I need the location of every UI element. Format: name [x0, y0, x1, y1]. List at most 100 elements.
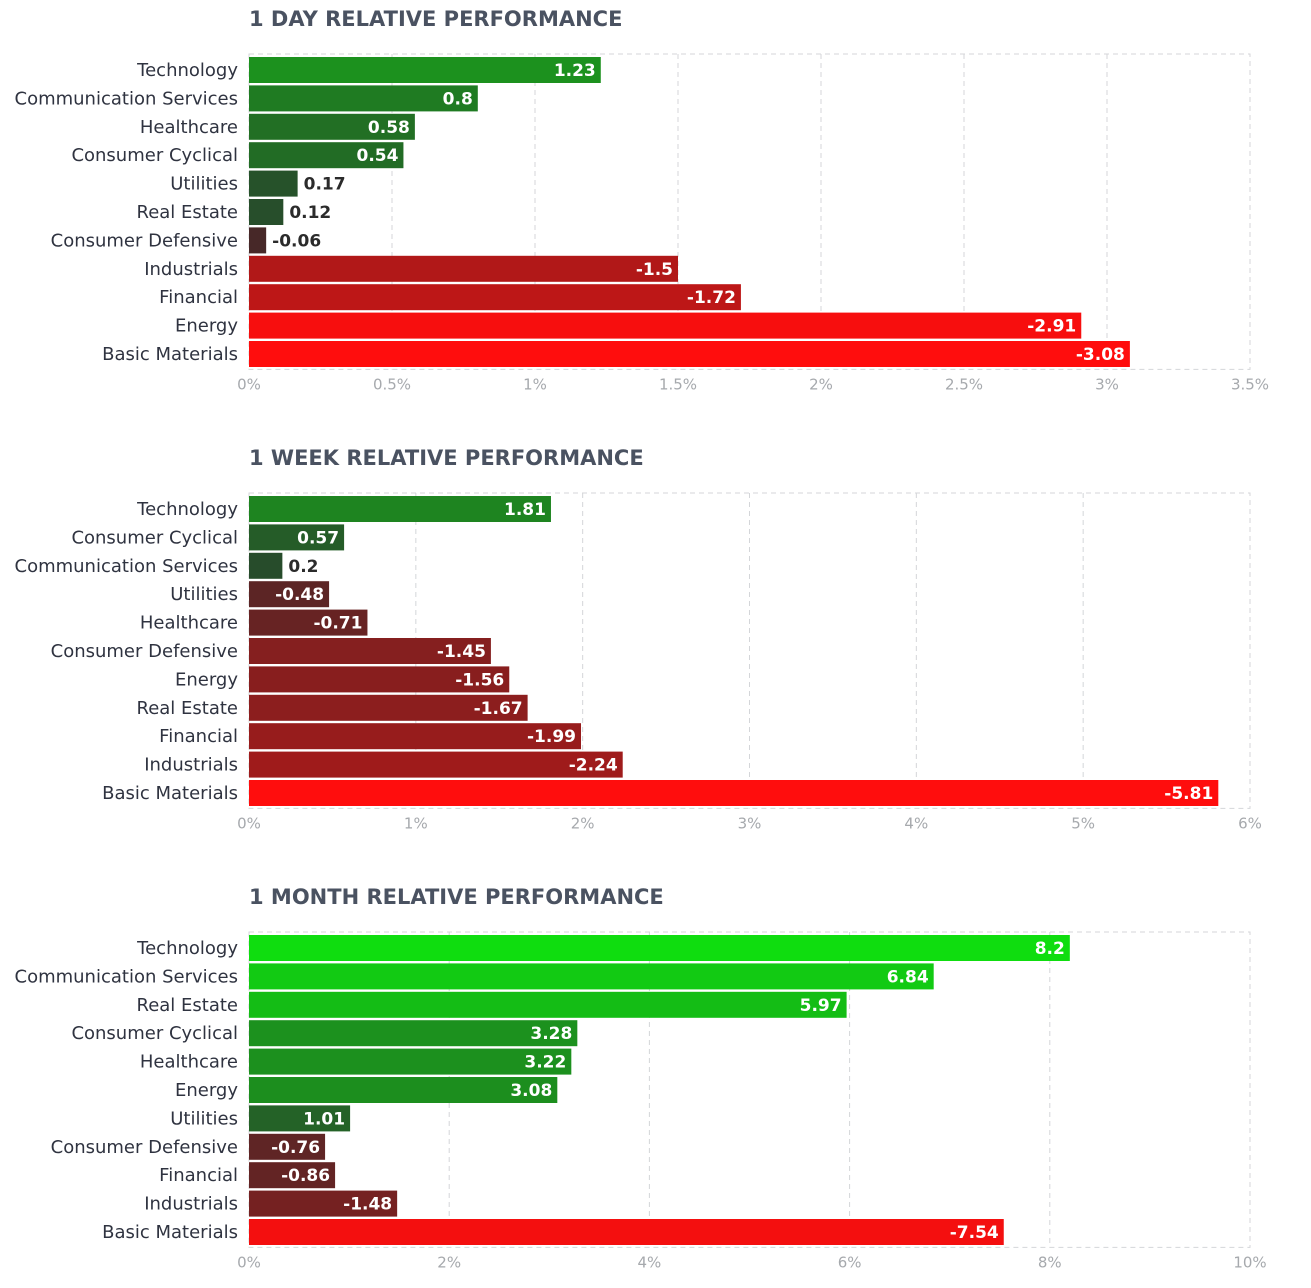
- value-label-industrials: -1.48: [343, 1195, 392, 1215]
- tick-label: 1.5%: [659, 375, 697, 393]
- tick-label: 4%: [904, 814, 928, 832]
- tick-label: 3%: [1095, 375, 1119, 393]
- tick-label: 5%: [1071, 814, 1095, 832]
- bar-industrials: [249, 751, 623, 778]
- tick-label: 0%: [237, 814, 261, 832]
- bar-utilities: [249, 1105, 351, 1132]
- value-label-consumer-defensive: -1.45: [437, 642, 486, 662]
- tick-label: 2%: [809, 375, 833, 393]
- chart-title: 1 MONTH RELATIVE PERFORMANCE: [249, 885, 664, 909]
- bar-basic-materials: [249, 1219, 1004, 1245]
- value-label-energy: -1.56: [455, 670, 504, 690]
- category-label-basic-materials: Basic Materials: [102, 783, 238, 804]
- value-label-real-estate: -1.67: [474, 699, 523, 719]
- bar-communication-services: [249, 552, 283, 579]
- bar-energy: [249, 1077, 558, 1103]
- category-label-basic-materials: Basic Materials: [102, 344, 238, 365]
- value-label-consumer-cyclical: 0.54: [356, 146, 398, 166]
- category-label-utilities: Utilities: [170, 174, 238, 195]
- value-label-basic-materials: -3.08: [1076, 345, 1125, 365]
- bar-communication-services: [249, 963, 934, 990]
- tick-label: 0%: [237, 375, 261, 393]
- tick-label: 2.5%: [945, 375, 983, 393]
- category-label-technology: Technology: [136, 938, 238, 959]
- category-label-communication-services: Communication Services: [15, 88, 239, 109]
- tick-label: 6%: [838, 1253, 862, 1271]
- tick-label: 2%: [437, 1253, 461, 1271]
- bar-consumer-cyclical: [249, 142, 404, 169]
- category-label-consumer-cyclical: Consumer Cyclical: [71, 527, 238, 548]
- value-label-basic-materials: -5.81: [1164, 784, 1213, 804]
- bar-consumer-defensive: [249, 1133, 326, 1160]
- bar-basic-materials: [249, 780, 1219, 806]
- chart-title: 1 WEEK RELATIVE PERFORMANCE: [249, 446, 644, 470]
- bar-industrials: [249, 1190, 398, 1217]
- value-label-healthcare: 3.22: [524, 1053, 566, 1073]
- category-label-technology: Technology: [136, 499, 238, 520]
- category-label-energy: Energy: [175, 1080, 238, 1101]
- tick-label: 3.5%: [1231, 375, 1269, 393]
- value-label-consumer-cyclical: 0.57: [297, 528, 339, 548]
- category-label-real-estate: Real Estate: [137, 698, 239, 719]
- tick-label: 0%: [237, 1253, 261, 1271]
- bar-consumer-defensive: [249, 227, 267, 254]
- bar-consumer-cyclical: [249, 524, 345, 551]
- category-label-financial: Financial: [159, 1165, 238, 1186]
- bar-utilities: [249, 581, 330, 608]
- bar-consumer-defensive: [249, 638, 491, 664]
- bar-technology: [249, 935, 1070, 961]
- value-label-financial: -0.86: [281, 1166, 330, 1186]
- value-label-industrials: -2.24: [569, 756, 618, 776]
- value-label-technology: 1.23: [554, 61, 596, 81]
- category-label-consumer-defensive: Consumer Defensive: [51, 1137, 238, 1158]
- tick-label: 8%: [1038, 1253, 1062, 1271]
- value-label-financial: -1.72: [687, 288, 736, 308]
- bar-energy: [249, 666, 510, 693]
- bar-industrials: [249, 255, 678, 282]
- bar-real-estate: [249, 694, 528, 721]
- category-label-industrials: Industrials: [144, 1194, 238, 1215]
- category-label-financial: Financial: [159, 726, 238, 747]
- value-label-energy: -2.91: [1027, 317, 1076, 337]
- category-label-energy: Energy: [175, 669, 238, 690]
- bar-healthcare: [249, 609, 368, 636]
- category-label-healthcare: Healthcare: [140, 1052, 238, 1073]
- value-label-utilities: 0.17: [304, 175, 346, 195]
- value-label-real-estate: 0.12: [289, 203, 331, 223]
- value-label-energy: 3.08: [510, 1081, 552, 1101]
- chart-panel-2: 1 WEEK RELATIVE PERFORMANCE 0% 1% 2% 3% 4% 5% 6…: [15, 446, 1262, 832]
- bar-financial: [249, 1162, 336, 1189]
- value-label-consumer-defensive: -0.76: [271, 1138, 320, 1158]
- category-label-real-estate: Real Estate: [137, 202, 239, 223]
- category-label-communication-services: Communication Services: [15, 556, 239, 577]
- category-label-consumer-cyclical: Consumer Cyclical: [71, 145, 238, 166]
- value-label-technology: 8.2: [1035, 939, 1065, 959]
- category-label-basic-materials: Basic Materials: [102, 1222, 238, 1243]
- bar-technology: [249, 57, 601, 83]
- bar-healthcare: [249, 113, 415, 140]
- tick-label: 4%: [638, 1253, 662, 1271]
- bar-communication-services: [249, 85, 478, 112]
- tick-label: 0.5%: [373, 375, 411, 393]
- bar-consumer-cyclical: [249, 1020, 578, 1047]
- bar-financial: [249, 284, 741, 311]
- category-label-consumer-defensive: Consumer Defensive: [51, 230, 238, 251]
- category-label-financial: Financial: [159, 287, 238, 308]
- value-label-real-estate: 5.97: [800, 996, 842, 1016]
- tick-label: 1%: [404, 814, 428, 832]
- tick-label: 10%: [1233, 1253, 1266, 1271]
- value-label-communication-services: 6.84: [887, 967, 929, 987]
- category-label-healthcare: Healthcare: [140, 613, 238, 634]
- value-label-utilities: -0.48: [275, 585, 324, 605]
- chart-panel-3: 1 MONTH RELATIVE PERFORMANCE 0% 2% 4% 6% 8% 10…: [15, 885, 1267, 1271]
- bar-real-estate: [249, 199, 284, 225]
- category-label-industrials: Industrials: [144, 259, 238, 280]
- bar-technology: [249, 496, 551, 522]
- tick-label: 6%: [1238, 814, 1262, 832]
- category-label-technology: Technology: [136, 60, 238, 81]
- value-label-healthcare: -0.71: [313, 614, 362, 634]
- category-label-healthcare: Healthcare: [140, 117, 238, 138]
- value-label-industrials: -1.5: [636, 260, 673, 280]
- bar-utilities: [249, 170, 298, 197]
